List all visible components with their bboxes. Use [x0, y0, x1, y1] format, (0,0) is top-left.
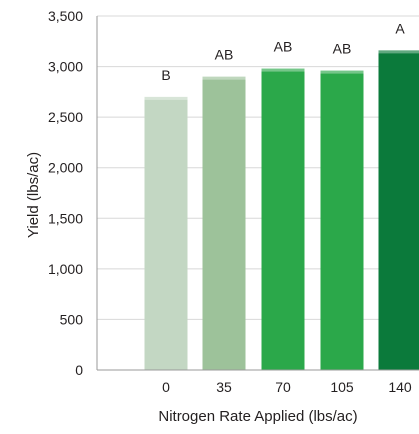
significance-letter: AB	[274, 39, 293, 55]
bar-highlight	[202, 76, 246, 80]
bar	[320, 70, 364, 371]
y-tick-label: 2,500	[48, 109, 83, 125]
x-tick-label: 70	[275, 379, 291, 395]
y-tick-label: 500	[60, 311, 84, 327]
y-axis-title: Yield (lbs/ac)	[25, 152, 42, 238]
x-tick-labels: 0 35 70 105 140	[162, 379, 412, 395]
bar-highlight	[144, 96, 188, 100]
bars	[144, 50, 419, 371]
significance-labels: B AB AB AB A	[161, 20, 405, 83]
y-tick-labels: 0 500 1,000 1,500 2,000 2,500 3,000 3,500	[48, 8, 83, 378]
x-tick-label: 35	[216, 379, 232, 395]
x-tick-label: 140	[388, 379, 412, 395]
bar	[378, 50, 419, 370]
significance-letter: AB	[333, 41, 352, 57]
bar-highlight	[320, 70, 364, 74]
y-tick-label: 1,000	[48, 261, 83, 277]
y-tick-label: 0	[75, 362, 83, 378]
bar	[202, 76, 246, 370]
significance-letter: B	[161, 67, 170, 83]
x-tick-label: 0	[162, 379, 170, 395]
x-tick-label: 105	[330, 379, 354, 395]
y-tick-label: 2,000	[48, 160, 83, 176]
bar-highlight	[378, 50, 419, 54]
significance-letter: AB	[215, 47, 234, 63]
x-axis-title: Nitrogen Rate Applied (lbs/ac)	[158, 408, 357, 425]
axes	[96, 16, 419, 371]
bar	[261, 68, 305, 370]
bar	[144, 96, 188, 371]
bar-highlight	[261, 68, 305, 72]
y-tick-label: 1,500	[48, 210, 83, 226]
y-tick-label: 3,500	[48, 8, 83, 24]
y-tick-label: 3,000	[48, 59, 83, 75]
significance-letter: A	[395, 20, 405, 36]
